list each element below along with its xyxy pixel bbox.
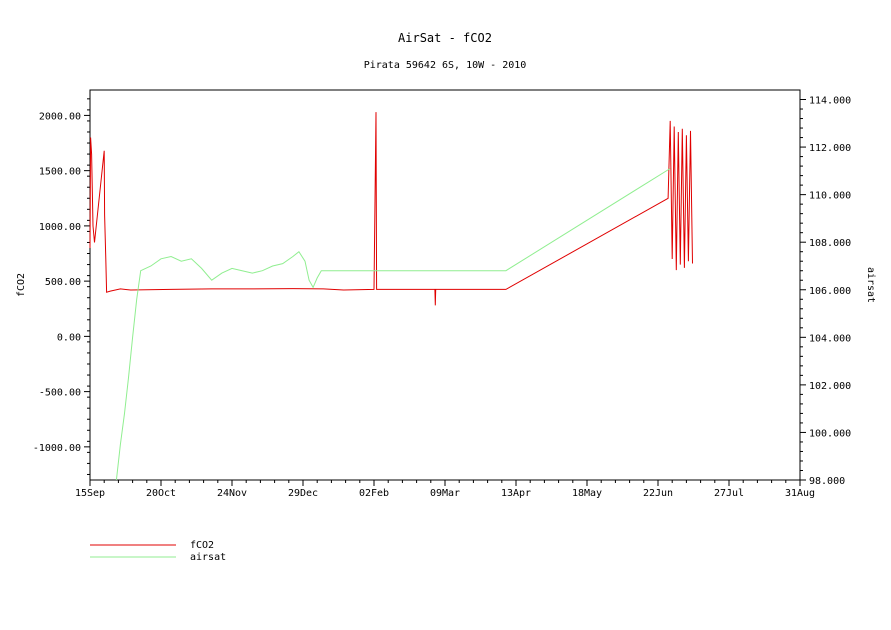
right-axis-label: airsat	[865, 267, 876, 303]
left-axis-label: fCO2	[16, 273, 27, 297]
left-y-tick-label: 1000.00	[39, 222, 81, 233]
left-y-axis: 2000.00 1500.00 1000.00 500.00 0.00 -500.00 -1…	[33, 98, 90, 475]
right-y-tick-label: 98.000	[809, 476, 845, 487]
plot-frame	[89, 89, 801, 481]
x-tick-label: 24Nov	[217, 488, 247, 499]
series-group	[89, 112, 693, 481]
right-y-tick-label: 102.000	[809, 381, 851, 392]
right-y-tick-label: 110.000	[809, 191, 851, 202]
right-y-tick-label: 112.000	[809, 143, 851, 154]
chart-subtitle: Pirata 59642 6S, 10W - 2010	[364, 60, 527, 71]
legend-label-fco2: fCO2	[190, 540, 214, 551]
x-tick-label: 18May	[572, 488, 602, 499]
right-y-tick-label: 100.000	[809, 428, 851, 439]
x-tick-label: 13Apr	[501, 488, 531, 499]
x-tick-label: 31Aug	[785, 488, 815, 499]
legend: fCO2 airsat	[90, 540, 226, 563]
x-tick-label: 09Mar	[430, 488, 460, 499]
series-line-airsat	[115, 168, 671, 481]
right-y-axis: 114.000 112.000 110.000 108.000 106.000 104.0…	[800, 96, 851, 487]
x-tick-label: 02Feb	[359, 488, 389, 499]
legend-label-airsat: airsat	[190, 552, 226, 563]
x-tick-label: 15Sep	[75, 488, 105, 499]
right-y-tick-label: 106.000	[809, 286, 851, 297]
x-tick-label: 27Jul	[714, 488, 744, 499]
right-y-tick-label: 108.000	[809, 238, 851, 249]
x-tick-label: 20Oct	[146, 488, 176, 499]
left-y-tick-label: -500.00	[39, 388, 81, 399]
right-y-tick-label: 114.000	[809, 96, 851, 107]
x-axis: 15Sep 20Oct 24Nov 29Dec 02Feb 09Mar 13Apr 18May…	[75, 480, 815, 499]
left-y-tick-label: 500.00	[45, 277, 81, 288]
x-tick-label: 22Jun	[643, 488, 673, 499]
left-y-tick-label: 1500.00	[39, 167, 81, 178]
chart-title: AirSat - fCO2	[398, 31, 492, 45]
left-y-tick-label: 2000.00	[39, 111, 81, 122]
x-tick-label: 29Dec	[288, 488, 318, 499]
left-y-tick-label: -1000.00	[33, 443, 81, 454]
right-y-tick-label: 104.000	[809, 333, 851, 344]
series-line-fco2	[89, 112, 693, 306]
left-y-tick-label: 0.00	[57, 332, 81, 343]
